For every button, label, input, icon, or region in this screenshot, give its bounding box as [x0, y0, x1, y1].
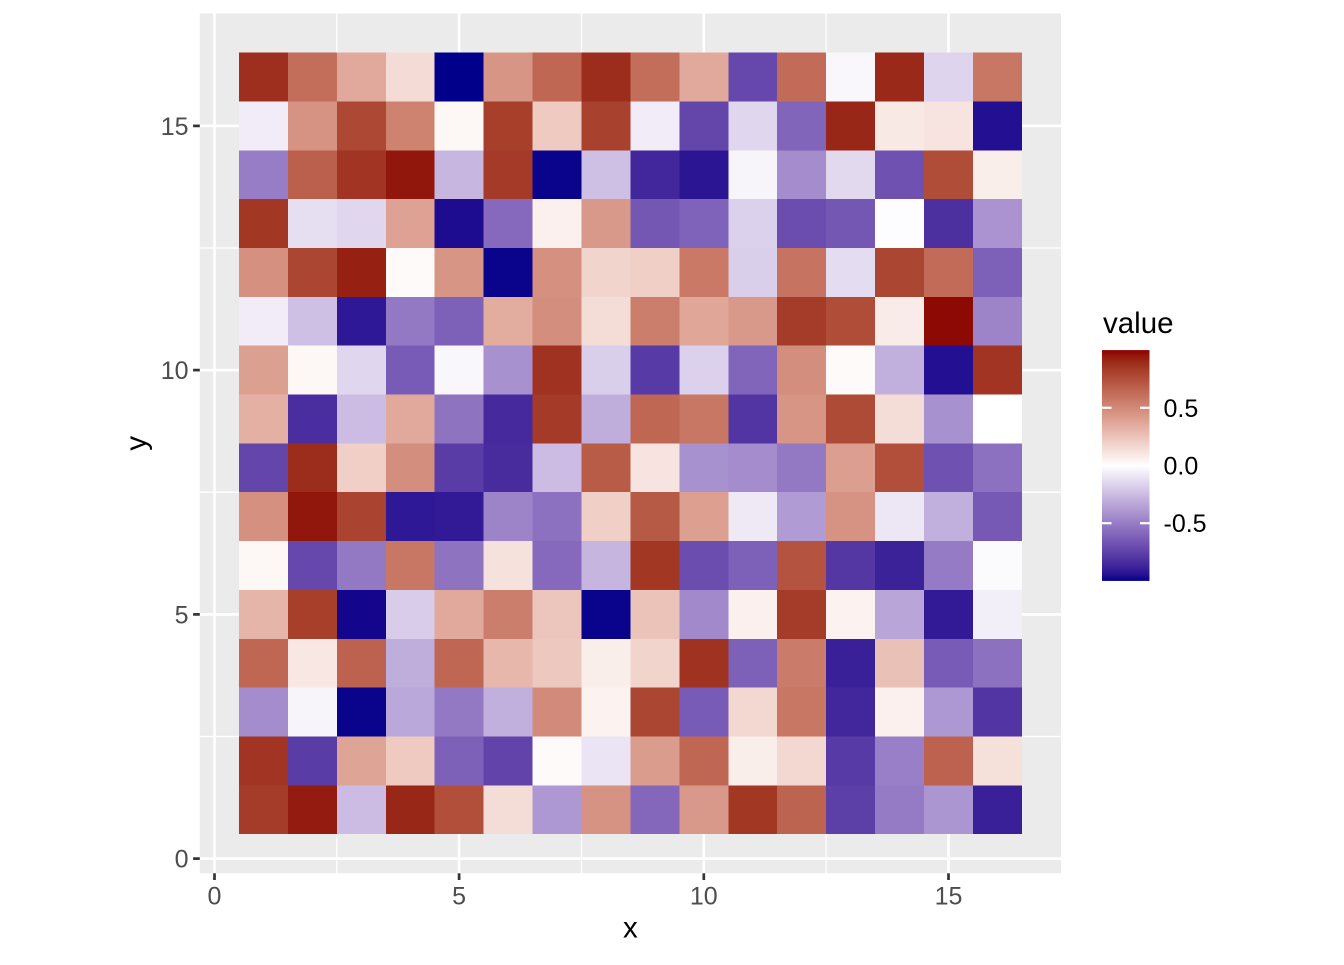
svg-text:0: 0 [208, 882, 222, 910]
svg-text:value: value [1103, 307, 1174, 340]
svg-text:y: y [120, 436, 153, 451]
svg-text:15: 15 [935, 882, 963, 910]
svg-text:5: 5 [452, 882, 466, 910]
svg-text:-0.5: -0.5 [1164, 510, 1207, 538]
svg-text:10: 10 [161, 357, 189, 385]
svg-text:0: 0 [175, 846, 189, 874]
svg-text:x: x [623, 912, 638, 945]
svg-text:10: 10 [690, 882, 718, 910]
svg-text:0.0: 0.0 [1164, 453, 1199, 481]
svg-text:5: 5 [175, 601, 189, 629]
svg-text:0.5: 0.5 [1164, 395, 1199, 423]
svg-text:15: 15 [161, 113, 189, 141]
